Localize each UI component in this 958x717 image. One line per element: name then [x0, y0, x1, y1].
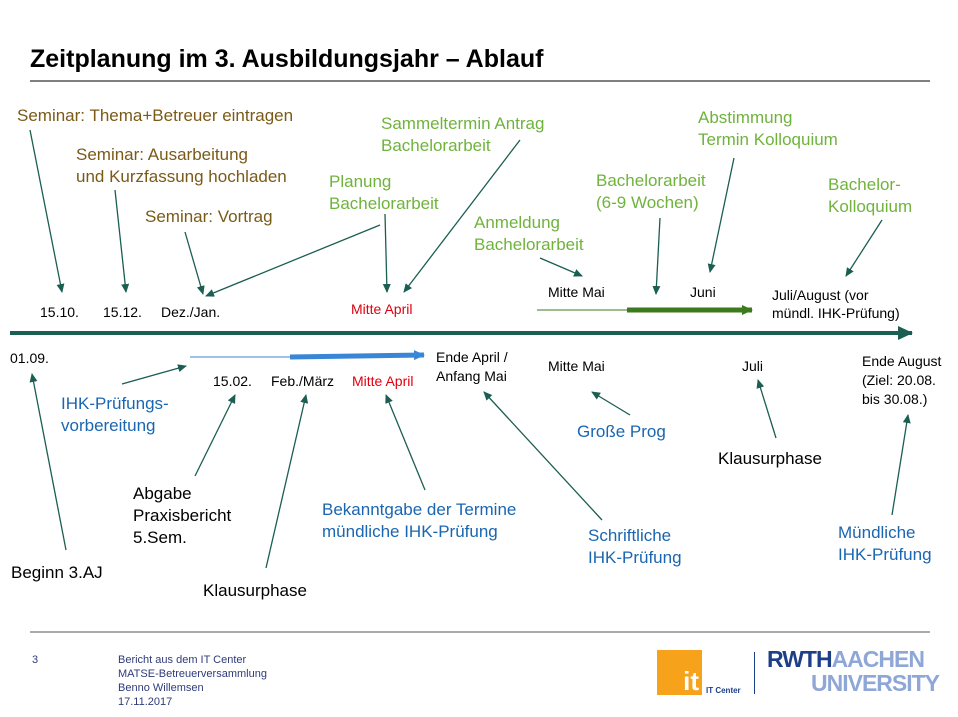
date-ende-april-1: Ende April / — [436, 349, 508, 365]
date-dez-jan: Dez./Jan. — [161, 304, 221, 320]
footer-line-3: Benno Willemsen — [118, 682, 204, 694]
abgabe-label-2: Praxisbericht — [133, 506, 232, 525]
planung-label-2: Bachelorarbeit — [329, 194, 439, 213]
date-mitte-april-bottom: Mitte April — [352, 373, 414, 389]
anmeldung-label-2: Bachelorarbeit — [474, 235, 584, 254]
date-ende-august-2: (Ziel: 20.08. — [862, 372, 936, 388]
date-juli: Juli — [742, 358, 764, 374]
schriftliche-label-1: Schriftliche — [588, 526, 672, 545]
abstimmung-label-1: Abstimmung — [698, 108, 793, 127]
rwth-logo: RWTHAACHEN — [767, 646, 925, 672]
date-juli-august-2: mündl. IHK-Prüfung) — [772, 305, 900, 321]
footer-line-4: 17.11.2017 — [118, 696, 173, 708]
abgabe-label-3: 5.Sem. — [133, 528, 187, 547]
date-mitte-mai-top: Mitte Mai — [548, 284, 605, 300]
date-mitte-mai-bottom: Mitte Mai — [548, 358, 605, 374]
footer-line-2: MATSE-Betreuerversammlung — [118, 668, 267, 680]
date-ende-august-3: bis 30.08.) — [862, 391, 928, 407]
sammeltermin-label-2: Bachelorarbeit — [381, 136, 491, 155]
date-01-09: 01.09. — [10, 350, 49, 366]
seminar-ausarbeitung-label-1: Seminar: Ausarbeitung — [76, 145, 248, 164]
date-15-10: 15.10. — [40, 304, 79, 320]
date-ende-august-1: Ende August — [862, 353, 942, 369]
date-15-12: 15.12. — [103, 304, 142, 320]
abstimmung-label-2: Termin Kolloquium — [698, 130, 838, 149]
date-mitte-april-top: Mitte April — [351, 301, 413, 317]
bachelorarbeit-label-1: Bachelorarbeit — [596, 171, 706, 190]
date-juli-august-1: Juli/August (vor — [772, 287, 869, 303]
ihk-vorbereitung-label-2: vorbereitung — [61, 416, 156, 435]
abgabe-label-1: Abgabe — [133, 484, 192, 503]
kolloquium-label-1: Bachelor- — [828, 175, 901, 194]
it-center-text: IT Center — [706, 686, 741, 695]
ihk-vorbereitung-label-1: IHK-Prüfungs- — [61, 394, 169, 413]
date-ende-april-2: Anfang Mai — [436, 368, 507, 384]
bekanntgabe-label-2: mündliche IHK-Prüfung — [322, 522, 498, 541]
grosse-prog-label: Große Prog — [577, 422, 666, 441]
rwth-logo-light: AACHEN — [831, 646, 925, 672]
schriftliche-label-2: IHK-Prüfung — [588, 548, 682, 567]
anmeldung-label-1: Anmeldung — [474, 213, 561, 232]
seminar-ausarbeitung-label-2: und Kurzfassung hochladen — [76, 167, 287, 186]
klausurphase-label-1: Klausurphase — [203, 581, 307, 600]
it-logo-mark: it — [683, 666, 699, 696]
it-center-logo: it — [657, 650, 702, 696]
rwth-logo-dark: RWTH — [767, 646, 833, 672]
muendliche-label-2: IHK-Prüfung — [838, 545, 932, 564]
pruefung-phase-arrow — [289, 350, 425, 361]
date-feb-maerz: Feb./März — [271, 373, 335, 389]
footer-line-1: Bericht aus dem IT Center — [118, 654, 247, 666]
logo-separator — [754, 652, 755, 694]
kolloquium-label-2: Kolloquium — [828, 197, 913, 216]
page-number: 3 — [32, 654, 39, 666]
bachelorarbeit-label-2: (6-9 Wochen) — [596, 193, 699, 212]
sammeltermin-label-1: Sammeltermin Antrag — [381, 114, 545, 133]
rwth-university-text: UNIVERSITY — [811, 670, 940, 696]
seminar-thema-label: Seminar: Thema+Betreuer eintragen — [17, 106, 294, 125]
date-15-02: 15.02. — [213, 373, 252, 389]
page-title: Zeitplanung im 3. Ausbildungsjahr – Abla… — [30, 45, 544, 73]
planung-label-1: Planung — [329, 172, 392, 191]
muendliche-label-1: Mündliche — [838, 523, 916, 542]
bekanntgabe-label-1: Bekanntgabe der Termine — [322, 500, 517, 519]
date-juni: Juni — [690, 284, 716, 300]
seminar-vortrag-label: Seminar: Vortrag — [145, 207, 273, 226]
beginn-label: Beginn 3.AJ — [11, 563, 103, 582]
klausurphase-label-2: Klausurphase — [718, 449, 822, 468]
